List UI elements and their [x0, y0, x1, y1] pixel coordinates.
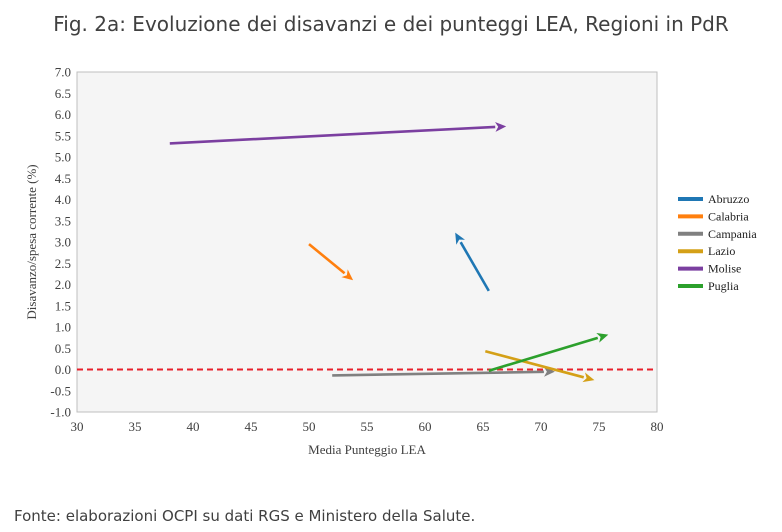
- x-tick-label: 50: [303, 419, 316, 434]
- arrow-shaft-molise: [169, 125, 496, 145]
- arrow-head-molise: [495, 122, 507, 132]
- arrows-layer: [169, 122, 609, 383]
- x-tick-label: 45: [245, 419, 258, 434]
- y-tick-label: 6.0: [55, 107, 71, 122]
- y-tick-label: 4.0: [55, 192, 71, 207]
- x-tick-label: 35: [129, 419, 142, 434]
- y-tick-label: 0.0: [55, 362, 71, 377]
- arrow-head-puglia: [596, 333, 609, 343]
- y-tick-label: 2.0: [55, 277, 71, 292]
- y-tick-label: 0.5: [55, 341, 71, 356]
- arrow-shaft-calabria: [308, 243, 346, 275]
- arrow-shaft-lazio: [484, 349, 585, 379]
- chart-title: Fig. 2a: Evoluzione dei disavanzi e dei …: [53, 12, 729, 36]
- source-note: Fonte: elaborazioni OCPI su dati RGS e M…: [14, 507, 476, 525]
- x-tick-label: 70: [535, 419, 548, 434]
- y-tick-label: 5.0: [55, 150, 71, 165]
- y-axis-label: Disavanzo/spesa corrente (%): [24, 164, 39, 319]
- ticks-layer: 30 35 40 45 50 55 60 65 70 75 80 -1.0 -0.5 0.0 0.5 1.0 1…: [50, 65, 663, 435]
- legend-label-lazio: Lazio: [708, 244, 735, 258]
- x-tick-label: 75: [593, 419, 606, 434]
- legend-label-puglia: Puglia: [708, 279, 739, 293]
- y-tick-label: -0.5: [50, 383, 71, 398]
- y-tick-label: 4.5: [55, 171, 71, 186]
- y-tick-label: 5.5: [55, 128, 71, 143]
- arrow-head-calabria: [341, 269, 354, 281]
- y-tick-label: 1.0: [55, 320, 71, 335]
- x-tick-label: 30: [71, 419, 84, 434]
- legend-label-calabria: Calabria: [708, 209, 749, 223]
- x-tick-label: 80: [651, 419, 664, 434]
- legend-label-abruzzo: Abruzzo: [708, 192, 749, 206]
- x-tick-label: 40: [187, 419, 200, 434]
- x-tick-label: 65: [477, 419, 490, 434]
- x-tick-label: 60: [419, 419, 432, 434]
- y-tick-label: 3.0: [55, 235, 71, 250]
- arrow-shaft-abruzzo: [459, 241, 490, 292]
- arrow-head-lazio: [582, 372, 595, 383]
- x-tick-label: 55: [361, 419, 374, 434]
- x-axis-label: Media Punteggio LEA: [308, 442, 426, 457]
- y-tick-label: 7.0: [55, 65, 71, 80]
- arrow-head-abruzzo: [455, 232, 465, 245]
- legend-label-campania: Campania: [708, 227, 757, 241]
- y-tick-label: 6.5: [55, 86, 71, 101]
- legend: Abruzzo Calabria Campania Lazio Molise Puglia: [678, 192, 757, 293]
- y-tick-label: 2.5: [55, 256, 71, 271]
- y-tick-label: 3.5: [55, 213, 71, 228]
- arrow-head-campania: [543, 366, 555, 377]
- plot-area: [76, 71, 658, 413]
- arrow-shaft-puglia: [488, 336, 599, 373]
- arrow-shaft-campania: [332, 370, 544, 377]
- y-tick-label: 1.5: [55, 298, 71, 313]
- legend-label-molise: Molise: [708, 262, 741, 276]
- y-tick-label: -1.0: [50, 405, 71, 420]
